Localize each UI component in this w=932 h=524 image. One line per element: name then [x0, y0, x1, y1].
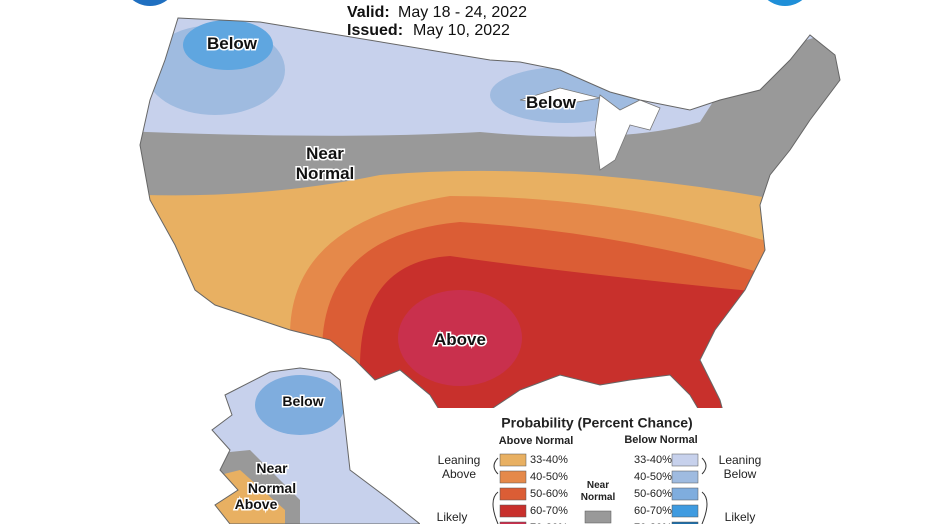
region-label: Below — [282, 393, 323, 409]
legend-swatch — [671, 521, 699, 524]
label-line: Near — [306, 144, 344, 163]
legend-swatch — [499, 487, 527, 501]
legend-above-header: Above Normal — [499, 435, 574, 447]
label-line: Normal — [296, 164, 355, 183]
legend-range: 40-50% — [530, 471, 568, 483]
region-label: Above — [235, 496, 278, 512]
region-label: Near Normal — [296, 144, 355, 183]
label-line: Above — [434, 330, 486, 349]
legend-range: 60-70% — [634, 505, 672, 517]
leaning-above: Leaning Above — [438, 453, 481, 481]
legend-swatch — [499, 453, 527, 467]
legend-range: 50-60% — [634, 488, 672, 500]
legend-swatch — [499, 470, 527, 484]
valid-label: Valid: — [347, 4, 390, 21]
legend-swatch — [671, 453, 699, 467]
leaning-below: Leaning Below — [719, 453, 762, 481]
legend-swatch — [671, 470, 699, 484]
likely-above: Likely — [437, 510, 468, 524]
issued-date: May 10, 2022 — [413, 22, 510, 39]
logo — [767, 0, 803, 6]
label-line: Below — [207, 34, 258, 53]
label-line: Normal — [248, 480, 296, 496]
legend-range: 50-60% — [530, 488, 568, 500]
near-normal-label: Near Normal — [581, 480, 616, 503]
legend-brackets — [492, 457, 708, 524]
label-line: Below — [526, 93, 577, 112]
legend-range: 33-40% — [530, 454, 568, 466]
label-line: Near — [256, 460, 288, 476]
legend-range: 70-80% — [530, 522, 568, 524]
issued-label: Issued: — [347, 22, 403, 39]
alaska-outline — [211, 367, 421, 524]
region-label: Below — [526, 93, 577, 112]
label-line: Above — [235, 496, 278, 512]
region-label: Below — [207, 34, 258, 53]
legend: Probability (Percent Chance) Above Norma… — [437, 415, 762, 524]
likely-below: Likely — [725, 510, 756, 524]
legend-swatch — [499, 521, 527, 524]
legend-range: 60-70% — [530, 505, 568, 517]
label-line: Below — [282, 393, 323, 409]
legend-range: 70-80% — [634, 522, 672, 524]
logo — [132, 0, 168, 6]
valid-dates: May 18 - 24, 2022 — [398, 4, 527, 21]
legend-swatch — [671, 504, 699, 518]
legend-swatch — [499, 504, 527, 518]
header: Valid: May 18 - 24, 2022 Issued: May 10,… — [347, 4, 527, 39]
legend-swatch — [671, 487, 699, 501]
legend-range: 40-50% — [634, 471, 672, 483]
near-normal-swatch — [584, 510, 612, 524]
legend-below-header: Below Normal — [624, 434, 697, 446]
legend-range: 33-40% — [634, 454, 672, 466]
legend-title: Probability (Percent Chance) — [501, 415, 692, 431]
region-label: Near Normal — [248, 460, 296, 496]
region-label: Above — [434, 330, 486, 349]
